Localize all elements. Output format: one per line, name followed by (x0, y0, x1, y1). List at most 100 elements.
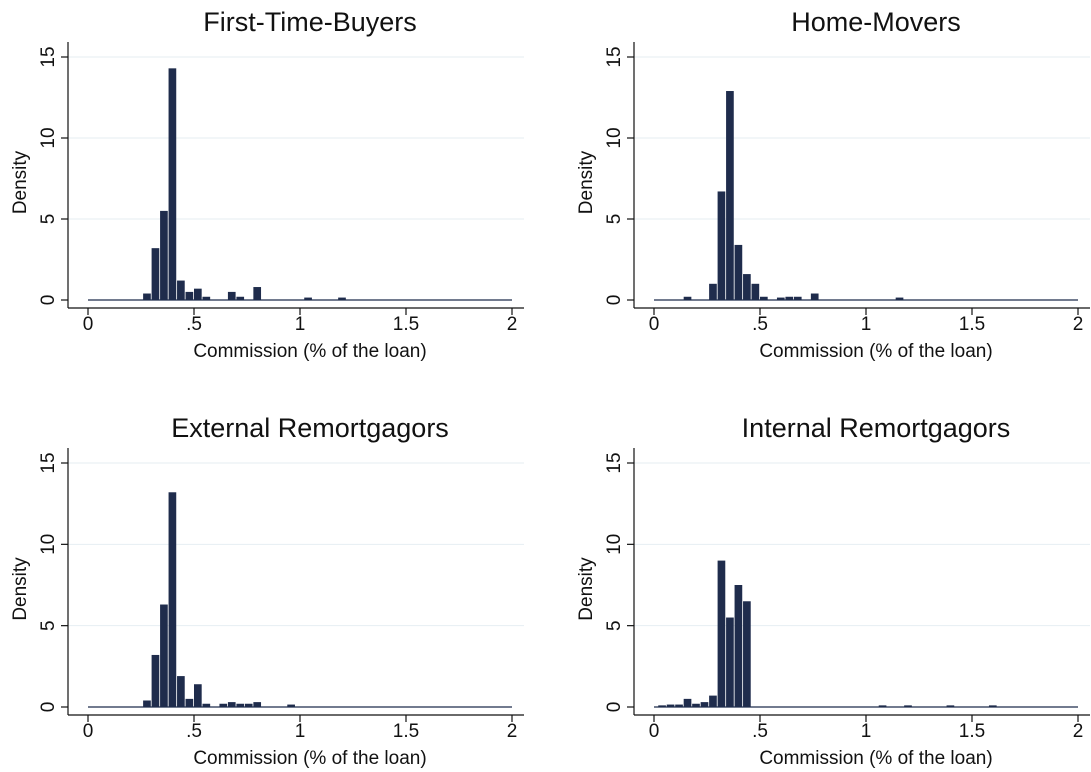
histogram-bar (177, 676, 185, 707)
histogram-bar (194, 684, 202, 707)
histogram-bar (168, 68, 177, 300)
histogram-bar (675, 704, 683, 707)
y-axis-title: Density (10, 150, 31, 214)
y-tick-label: 10 (604, 127, 625, 148)
histogram-bar (202, 703, 211, 707)
histogram-bar (658, 705, 666, 707)
panel-title: External Remortgagors (171, 413, 449, 443)
histogram-bar (734, 585, 743, 707)
histogram-bar (793, 296, 802, 300)
y-tick-label: 5 (604, 214, 625, 225)
histogram-bar (338, 297, 346, 300)
histogram-bar (177, 280, 185, 300)
histogram-bar (726, 91, 734, 301)
x-axis-title: Commission (% of the loan) (193, 341, 426, 362)
histogram-bar (785, 296, 794, 300)
panel-title: Internal Remortgagors (742, 413, 1011, 443)
x-tick-label: 1 (295, 314, 306, 335)
x-tick-label: 1.5 (393, 314, 419, 335)
histogram-bar (878, 705, 887, 707)
histogram-bar (143, 293, 151, 300)
panel-title: Home-Movers (791, 7, 961, 37)
histogram-bar (895, 297, 904, 300)
histogram-bar (743, 601, 751, 707)
histogram-bar (751, 283, 760, 300)
histogram-bar (683, 296, 692, 300)
histogram-bar (151, 248, 160, 300)
y-tick-label: 0 (38, 702, 59, 713)
histogram-bar (776, 297, 785, 300)
histogram-bar (185, 698, 194, 707)
histogram-bar (666, 704, 675, 707)
histogram-bar (683, 698, 692, 707)
x-axis-title: Commission (% of the loan) (193, 748, 426, 769)
y-axis-title: Density (10, 557, 31, 621)
x-tick-label: .5 (752, 721, 768, 742)
histogram-bar (287, 704, 295, 707)
histogram-bar (253, 702, 262, 707)
y-tick-label: 0 (604, 295, 625, 306)
histogram-bar (700, 702, 709, 707)
histogram-bar (760, 296, 768, 300)
histogram-bar (236, 703, 245, 707)
histogram-bar (717, 191, 726, 300)
y-tick-label: 15 (604, 46, 625, 67)
histogram-bar (236, 296, 245, 300)
y-tick-label: 0 (38, 295, 59, 306)
y-tick-label: 10 (604, 534, 625, 555)
y-tick-label: 5 (38, 620, 59, 631)
histogram-bar (726, 617, 734, 707)
y-tick-label: 5 (604, 620, 625, 631)
histogram-bar (143, 700, 151, 707)
histogram-bar (151, 654, 160, 707)
x-tick-label: .5 (186, 314, 202, 335)
histogram-bar (202, 296, 211, 300)
histogram-bar (709, 283, 717, 300)
y-tick-label: 15 (604, 452, 625, 473)
y-tick-label: 0 (604, 702, 625, 713)
panel-3: 0 5 10 15 0 .5 1 1.5 2 External Remortgagors Commi… (10, 413, 524, 769)
y-tick-label: 5 (38, 214, 59, 225)
x-tick-label: 2 (1073, 314, 1084, 335)
x-tick-label: 0 (83, 721, 94, 742)
histogram-bar (185, 291, 194, 300)
y-tick-label: 15 (38, 46, 59, 67)
y-tick-label: 10 (38, 534, 59, 555)
x-tick-label: 2 (507, 314, 518, 335)
x-tick-label: 0 (649, 721, 660, 742)
histogram-bar (810, 293, 819, 300)
y-axis-title: Density (576, 557, 597, 621)
histogram-bar (227, 702, 236, 707)
histogram-bar (743, 274, 751, 300)
histogram-bar (168, 492, 177, 707)
histogram-bar (946, 705, 955, 707)
x-tick-label: 1.5 (959, 314, 985, 335)
x-tick-label: 1.5 (393, 721, 419, 742)
x-tick-label: 1.5 (959, 721, 985, 742)
x-tick-label: .5 (752, 314, 768, 335)
histogram-bar (988, 705, 997, 707)
x-axis-title: Commission (% of the loan) (759, 748, 992, 769)
x-axis-title: Commission (% of the loan) (759, 341, 992, 362)
x-tick-label: 2 (1073, 721, 1084, 742)
histogram-bar (717, 560, 726, 707)
histogram-bar (227, 291, 236, 300)
histogram-bar (304, 297, 312, 300)
y-tick-label: 15 (38, 452, 59, 473)
panel-2: 0 5 10 15 0 .5 1 1.5 2 Home-Movers Commission (% o… (576, 7, 1090, 362)
histogram-bar (160, 210, 168, 300)
panel-title: First-Time-Buyers (203, 7, 417, 37)
x-tick-label: 2 (507, 721, 518, 742)
histogram-bar (160, 604, 168, 707)
x-tick-label: 0 (83, 314, 94, 335)
x-tick-label: 0 (649, 314, 660, 335)
histogram-bar (253, 287, 262, 300)
x-tick-label: 1 (861, 314, 872, 335)
histogram-bar (692, 703, 700, 707)
panel-4: 0 5 10 15 0 .5 1 1.5 2 Internal Remortgagors Commi… (576, 413, 1090, 769)
x-tick-label: 1 (295, 721, 306, 742)
y-tick-label: 10 (38, 127, 59, 148)
panel-1: 0 5 10 15 0 .5 1 1.5 2 First-Time-Buyers Commissio… (10, 7, 524, 362)
x-tick-label: 1 (861, 721, 872, 742)
